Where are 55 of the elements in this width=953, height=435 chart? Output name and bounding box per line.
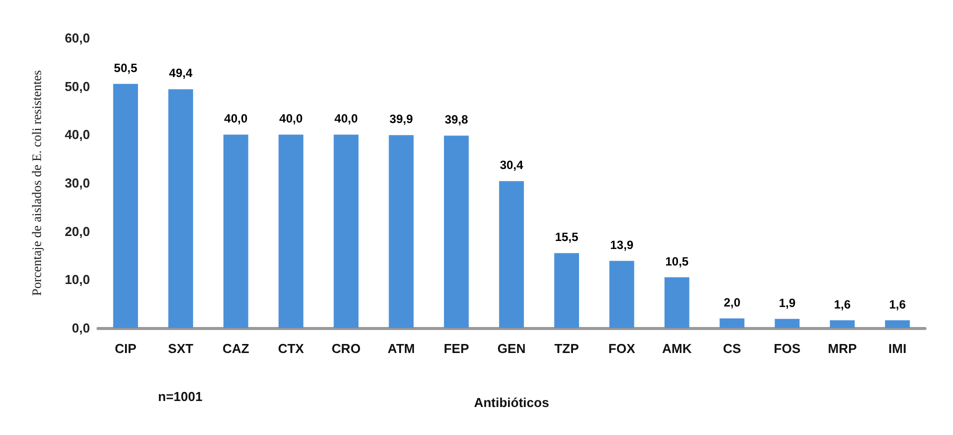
- data-label: 50,5: [114, 60, 138, 75]
- bar: [113, 84, 138, 328]
- y-tick-label: 30,0: [64, 176, 90, 190]
- bar: [774, 318, 800, 328]
- y-tick-label: 60,0: [64, 30, 90, 46]
- data-label: 1,6: [889, 297, 906, 312]
- bar: [499, 181, 524, 328]
- data-label: 40,0: [224, 112, 248, 126]
- data-label: 1,9: [778, 296, 796, 310]
- x-tick-label: ATM: [388, 341, 415, 356]
- y-tick-label: 0,0: [72, 320, 90, 336]
- x-tick-label: CRO: [332, 341, 361, 356]
- x-tick-label: IMI: [888, 341, 906, 356]
- bar: [223, 134, 248, 328]
- x-tick-label: CTX: [278, 341, 304, 356]
- data-label: 13,9: [610, 238, 634, 252]
- x-tick-label: CS: [723, 341, 742, 356]
- data-label: 1,6: [834, 297, 851, 312]
- x-axis-title: Antibióticos: [474, 395, 550, 410]
- bar: [554, 253, 580, 328]
- bar: [444, 136, 469, 328]
- text: n=1001: [158, 389, 202, 404]
- bar: [720, 318, 744, 328]
- x-tick-label: FEP: [444, 341, 470, 356]
- bar: [168, 89, 194, 328]
- x-tick-label: SXT: [168, 341, 194, 356]
- x-tick-label: TZP: [554, 341, 580, 356]
- y-axis-title: Porcentaje de aislados de E. coli resistentes: [29, 70, 44, 296]
- bar: [388, 135, 414, 328]
- data-label: 49,4: [169, 66, 193, 80]
- bar: [830, 320, 855, 328]
- data-label: 30,4: [500, 158, 524, 172]
- y-tick-label: 40,0: [64, 127, 90, 142]
- y-tick-label: 20,0: [64, 224, 90, 239]
- data-label: 40,0: [279, 112, 303, 126]
- y-tick-label: 10,0: [64, 272, 90, 288]
- bar: [334, 134, 359, 328]
- x-tick-label: MRP: [828, 341, 858, 356]
- bar: [885, 320, 910, 328]
- data-label: 39,8: [444, 112, 468, 127]
- bar: [278, 134, 304, 328]
- bar: [664, 277, 690, 328]
- x-tick-label: CAZ: [222, 341, 250, 356]
- data-label: 2,0: [724, 295, 741, 310]
- x-tick-label: AMK: [662, 341, 692, 356]
- x-tick-label: CIP: [114, 341, 137, 356]
- data-label: 39,9: [390, 112, 414, 126]
- x-tick-label: FOX: [608, 341, 636, 356]
- y-tick-label: 50,0: [64, 78, 90, 94]
- x-tick-label: GEN: [497, 341, 526, 356]
- x-tick-label: FOS: [774, 341, 801, 356]
- data-label: 40,0: [334, 112, 358, 126]
- data-label: 10,5: [665, 254, 689, 268]
- bar: [609, 260, 634, 328]
- data-label: 15,5: [554, 230, 579, 244]
